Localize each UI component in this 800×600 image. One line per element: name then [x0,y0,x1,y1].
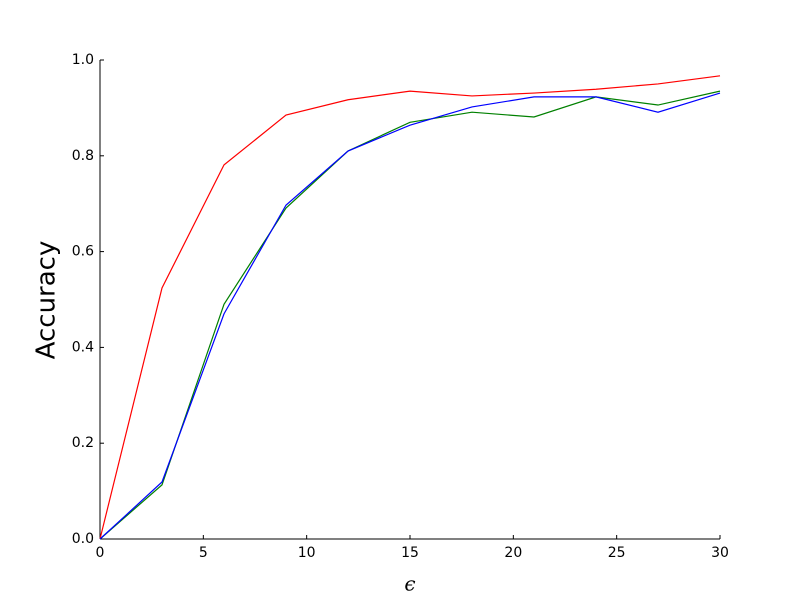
y-tick-label: 1.0 [72,52,94,68]
x-tick-label: 30 [711,545,729,561]
x-tick-label: 5 [199,545,208,561]
line-series [99,75,721,540]
line-series [99,92,721,540]
x-tick-label: 10 [298,545,316,561]
x-tick-label: 15 [401,545,419,561]
y-tick-label: 0.6 [72,244,94,260]
line-series [99,90,721,540]
x-axis-label: ϵ [404,572,415,596]
y-tick-label: 0.2 [72,435,94,451]
y-tick-label: 0.0 [72,531,94,547]
y-tick-label: 0.4 [72,339,94,355]
x-tick-label: 25 [608,545,626,561]
x-tick-label: 20 [504,545,522,561]
y-tick-label: 0.8 [72,148,94,164]
y-axis-label: Accuracy [32,241,62,360]
x-tick-label: 0 [96,545,105,561]
